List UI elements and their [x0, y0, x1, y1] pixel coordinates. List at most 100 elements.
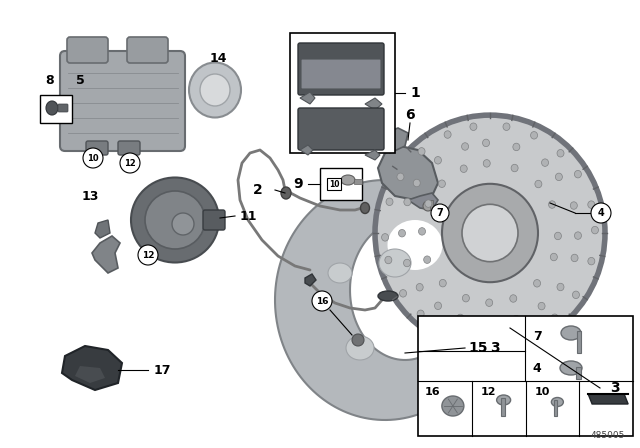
Ellipse shape: [281, 187, 291, 199]
Ellipse shape: [561, 326, 581, 340]
Ellipse shape: [425, 200, 432, 207]
Text: 12: 12: [141, 250, 154, 259]
Ellipse shape: [386, 198, 393, 206]
FancyBboxPatch shape: [301, 59, 381, 89]
Ellipse shape: [513, 143, 520, 151]
Polygon shape: [588, 394, 628, 404]
FancyBboxPatch shape: [86, 141, 108, 155]
Polygon shape: [275, 180, 493, 420]
Ellipse shape: [548, 201, 556, 208]
Ellipse shape: [557, 150, 564, 157]
Ellipse shape: [572, 291, 579, 298]
Text: 12: 12: [481, 387, 497, 397]
Ellipse shape: [381, 233, 388, 241]
FancyBboxPatch shape: [298, 108, 384, 150]
Ellipse shape: [387, 220, 442, 270]
Polygon shape: [92, 236, 120, 273]
Ellipse shape: [378, 291, 398, 301]
Ellipse shape: [397, 173, 404, 181]
Ellipse shape: [416, 284, 423, 291]
Ellipse shape: [424, 256, 431, 263]
Ellipse shape: [46, 101, 58, 115]
Ellipse shape: [511, 164, 518, 172]
Ellipse shape: [588, 258, 595, 265]
FancyBboxPatch shape: [60, 51, 185, 151]
Ellipse shape: [510, 295, 516, 302]
Ellipse shape: [531, 132, 538, 139]
Ellipse shape: [575, 232, 582, 239]
Text: 15: 15: [468, 341, 488, 355]
Bar: [500, 398, 504, 416]
Ellipse shape: [461, 143, 468, 150]
Circle shape: [431, 204, 449, 222]
Ellipse shape: [439, 280, 446, 287]
Ellipse shape: [435, 156, 442, 164]
Polygon shape: [365, 150, 380, 160]
Ellipse shape: [189, 63, 241, 117]
Polygon shape: [95, 220, 110, 238]
Ellipse shape: [442, 184, 538, 282]
Text: 2: 2: [253, 183, 263, 197]
Text: 16: 16: [316, 297, 328, 306]
Text: 5: 5: [76, 73, 84, 86]
Circle shape: [138, 245, 158, 265]
Ellipse shape: [341, 175, 355, 185]
Ellipse shape: [591, 226, 598, 234]
Ellipse shape: [541, 159, 548, 166]
Ellipse shape: [399, 289, 406, 297]
Ellipse shape: [360, 202, 369, 214]
Text: 17: 17: [153, 363, 171, 376]
Ellipse shape: [502, 336, 509, 343]
Text: 3: 3: [610, 381, 620, 395]
Circle shape: [591, 203, 611, 223]
Ellipse shape: [560, 361, 582, 375]
Bar: [554, 400, 557, 416]
Polygon shape: [62, 346, 122, 390]
FancyBboxPatch shape: [203, 210, 225, 230]
Ellipse shape: [552, 397, 563, 406]
Ellipse shape: [550, 253, 557, 261]
Ellipse shape: [557, 283, 564, 291]
Ellipse shape: [419, 228, 426, 235]
Ellipse shape: [486, 319, 493, 327]
FancyBboxPatch shape: [298, 43, 384, 95]
Text: 9: 9: [293, 177, 303, 191]
Text: 7: 7: [436, 208, 444, 218]
Ellipse shape: [483, 139, 490, 146]
Ellipse shape: [503, 123, 510, 130]
Ellipse shape: [379, 249, 411, 277]
Text: 485005: 485005: [591, 431, 625, 440]
Ellipse shape: [172, 213, 194, 235]
Text: 4: 4: [598, 208, 604, 218]
Circle shape: [423, 201, 433, 211]
Polygon shape: [300, 145, 313, 155]
Ellipse shape: [588, 201, 595, 208]
FancyBboxPatch shape: [58, 104, 68, 112]
Circle shape: [352, 334, 364, 346]
Polygon shape: [305, 274, 316, 286]
Circle shape: [120, 153, 140, 173]
Ellipse shape: [435, 302, 442, 310]
Text: 6: 6: [405, 108, 415, 122]
Bar: [290, 33, 395, 153]
Text: 10: 10: [329, 180, 339, 189]
Polygon shape: [365, 98, 382, 110]
Ellipse shape: [385, 256, 392, 264]
Ellipse shape: [554, 232, 561, 240]
Polygon shape: [378, 146, 438, 200]
Ellipse shape: [571, 254, 578, 262]
Circle shape: [83, 148, 103, 168]
Ellipse shape: [131, 177, 219, 263]
Bar: [430, 200, 433, 210]
Ellipse shape: [375, 115, 605, 351]
Text: 7: 7: [532, 329, 541, 343]
Ellipse shape: [462, 294, 469, 302]
Ellipse shape: [534, 280, 541, 287]
Ellipse shape: [551, 314, 558, 322]
Text: 13: 13: [81, 190, 99, 202]
Ellipse shape: [404, 198, 411, 206]
Ellipse shape: [486, 299, 493, 306]
Circle shape: [312, 291, 332, 311]
Polygon shape: [75, 366, 105, 383]
Ellipse shape: [346, 336, 374, 360]
